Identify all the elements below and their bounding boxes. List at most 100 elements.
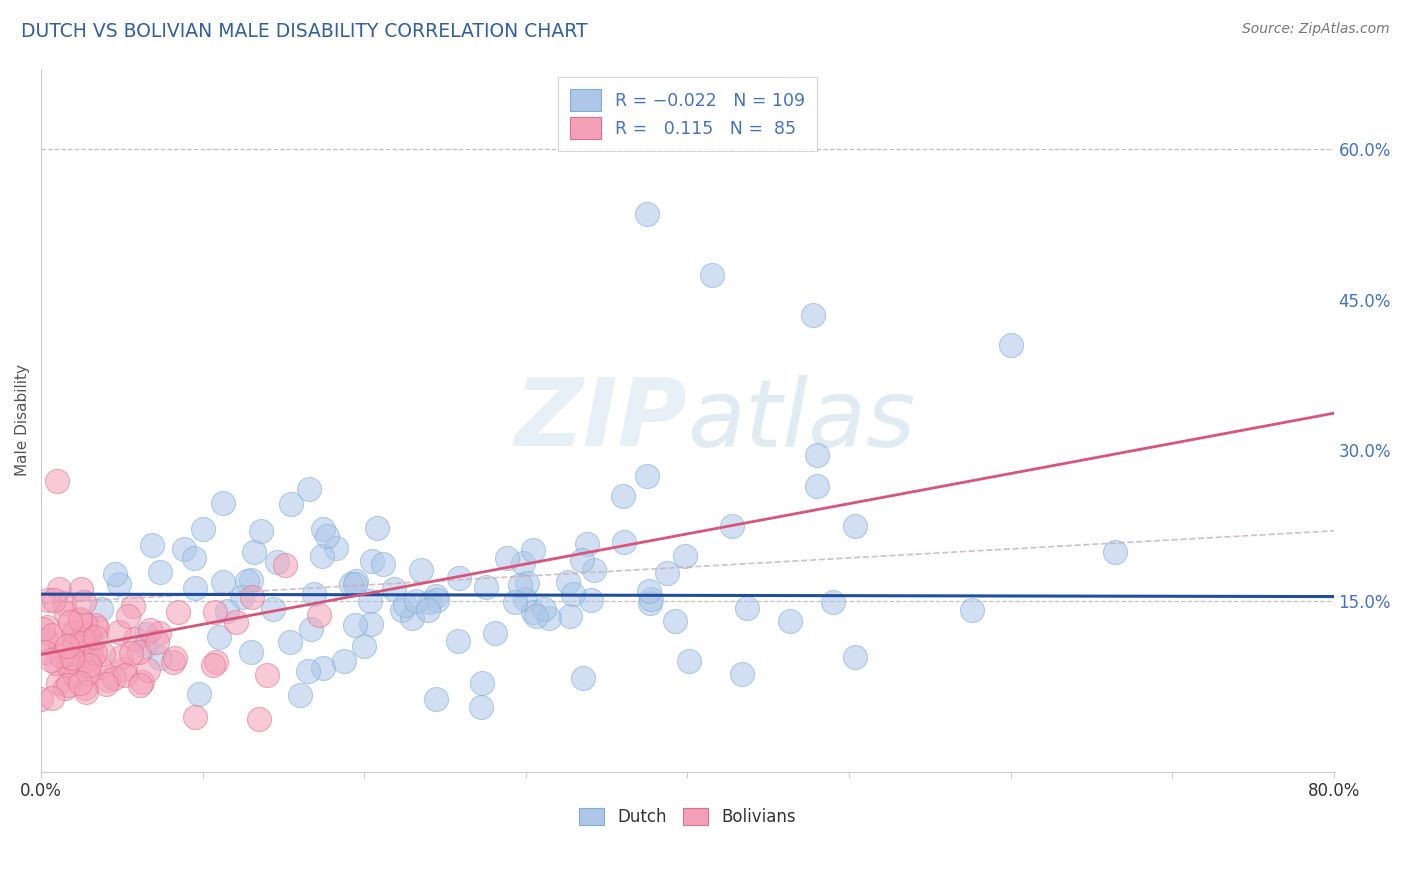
- Point: [63, 624, 86, 639]
- Point: [97, 673, 120, 687]
- Point: [32, 623, 55, 637]
- Point: [533, 602, 555, 616]
- Point: [70, 632, 93, 647]
- Point: [426, 592, 449, 607]
- Point: [731, 667, 754, 681]
- Point: [235, 574, 257, 589]
- Point: [571, 671, 593, 685]
- Point: [231, 590, 253, 604]
- Point: [84, 631, 107, 645]
- Point: [297, 665, 319, 679]
- Point: [205, 655, 228, 669]
- Point: [34, 645, 56, 659]
- Point: [41, 652, 63, 666]
- Point: [44, 592, 66, 607]
- Point: [582, 563, 605, 577]
- Point: [84, 618, 107, 632]
- Point: [75, 632, 97, 647]
- Point: [1000, 338, 1022, 352]
- Point: [344, 574, 367, 588]
- Point: [700, 268, 723, 282]
- Point: [108, 624, 131, 639]
- Point: [76, 665, 98, 680]
- Point: [575, 537, 598, 551]
- Point: [163, 651, 186, 665]
- Point: [53, 681, 76, 695]
- Point: [59, 615, 82, 629]
- Point: [162, 655, 184, 669]
- Point: [134, 639, 156, 653]
- Point: [149, 651, 172, 665]
- Point: [204, 605, 226, 619]
- Point: [721, 519, 744, 533]
- Point: [63, 638, 86, 652]
- Point: [803, 308, 825, 322]
- Point: [87, 659, 110, 673]
- Point: [208, 630, 231, 644]
- Point: [373, 558, 395, 572]
- Point: [673, 549, 696, 563]
- Point: [114, 668, 136, 682]
- Point: [240, 591, 263, 605]
- Point: [344, 617, 367, 632]
- Point: [37, 593, 59, 607]
- Point: [117, 609, 139, 624]
- Point: [52, 596, 75, 610]
- Point: [240, 645, 263, 659]
- Point: [522, 542, 544, 557]
- Point: [409, 563, 432, 577]
- Point: [62, 624, 84, 639]
- Point: [557, 575, 579, 590]
- Text: DUTCH VS BOLIVIAN MALE DISABILITY CORRELATION CHART: DUTCH VS BOLIVIAN MALE DISABILITY CORREL…: [21, 22, 588, 41]
- Point: [149, 565, 172, 579]
- Point: [60, 650, 83, 665]
- Point: [844, 650, 866, 665]
- Point: [183, 550, 205, 565]
- Point: [45, 657, 67, 671]
- Text: Source: ZipAtlas.com: Source: ZipAtlas.com: [1241, 22, 1389, 37]
- Point: [188, 687, 211, 701]
- Point: [183, 710, 205, 724]
- Point: [73, 616, 96, 631]
- Point: [225, 615, 247, 630]
- Point: [522, 605, 544, 619]
- Point: [80, 650, 103, 665]
- Point: [391, 603, 413, 617]
- Point: [312, 661, 335, 675]
- Point: [35, 633, 58, 648]
- Point: [343, 576, 366, 591]
- Point: [394, 598, 416, 612]
- Point: [290, 688, 312, 702]
- Point: [640, 592, 662, 607]
- Point: [311, 549, 333, 564]
- Point: [70, 582, 93, 596]
- Point: [167, 605, 190, 619]
- Point: [636, 468, 658, 483]
- Point: [80, 643, 103, 657]
- Point: [333, 654, 356, 668]
- Point: [361, 554, 384, 568]
- Point: [278, 635, 301, 649]
- Point: [311, 522, 333, 536]
- Point: [103, 567, 125, 582]
- Point: [56, 657, 79, 672]
- Text: ZIP: ZIP: [515, 375, 688, 467]
- Point: [65, 656, 87, 670]
- Point: [110, 649, 132, 664]
- Point: [360, 617, 382, 632]
- Point: [475, 580, 498, 594]
- Point: [537, 611, 560, 625]
- Point: [135, 626, 157, 640]
- Point: [69, 676, 91, 690]
- Point: [173, 542, 195, 557]
- Point: [30, 691, 52, 706]
- Point: [256, 667, 278, 681]
- Point: [90, 602, 112, 616]
- Point: [84, 646, 107, 660]
- Point: [131, 675, 153, 690]
- Point: [247, 712, 270, 726]
- Point: [212, 575, 235, 590]
- Point: [447, 633, 470, 648]
- Point: [79, 658, 101, 673]
- Point: [401, 610, 423, 624]
